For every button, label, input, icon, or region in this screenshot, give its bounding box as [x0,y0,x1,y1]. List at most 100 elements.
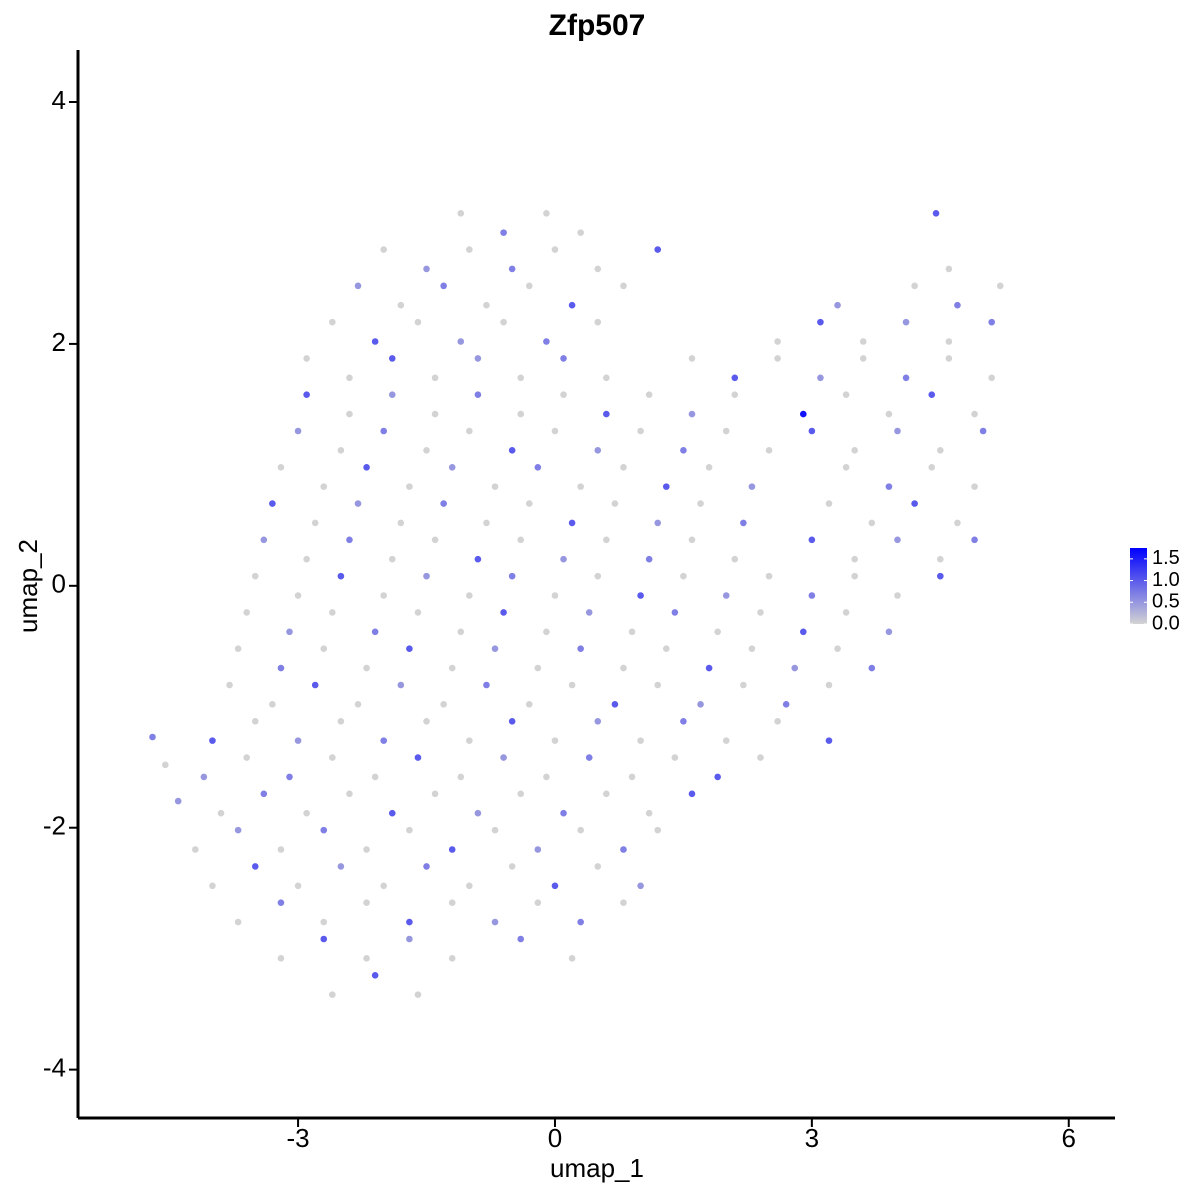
cell-point [440,500,447,507]
cell-point [603,374,610,382]
cell-point [466,882,473,890]
cell-point [363,846,370,853]
cell-point [303,809,310,817]
cell-point [329,754,336,761]
cell-point [757,754,764,761]
cell-point [722,737,730,744]
cell-point [996,282,1004,290]
cell-point [517,374,525,382]
cell-point [662,483,670,490]
cell-point [457,338,465,345]
cell-point [269,500,276,507]
cell-point [868,664,876,672]
cell-point [269,701,276,708]
cell-point [568,301,576,309]
cell-point [423,447,430,454]
cell-point [680,572,687,580]
cell-point [483,519,490,527]
cell-point [380,427,388,435]
x-tick-label: 6 [1062,1123,1076,1153]
cell-point [568,519,576,527]
cell-point [594,447,602,454]
cell-point [303,391,310,399]
cell-point [937,555,944,563]
cell-point [294,737,302,744]
cell-point [474,391,482,399]
cell-point [971,410,978,418]
cell-point [680,447,687,454]
cell-point [448,463,456,471]
cell-point [834,645,841,653]
cell-point [320,918,328,926]
cell-point [731,374,739,382]
cell-point [620,664,627,672]
cell-point [688,410,696,418]
cell-point [825,737,833,744]
cell-point [654,246,662,253]
colorbar-label: 0.0 [1152,612,1180,634]
cell-point [337,717,345,725]
cell-point [508,265,516,273]
cell-point [457,628,465,636]
cell-point [928,463,936,471]
cell-point [311,681,319,689]
cell-point [637,427,644,435]
cell-point [731,391,739,399]
cell-point [337,572,345,580]
cell-point [474,555,482,563]
cell-point [620,463,627,471]
cell-point [594,717,602,725]
cell-point [697,701,704,708]
cell-point [654,519,662,527]
cell-point [277,955,285,962]
cell-point [491,483,499,490]
cell-point [517,410,525,418]
cell-point [817,318,824,326]
cell-point [397,519,405,527]
cell-point [534,463,542,471]
cell-point [277,664,285,672]
cell-point [466,737,473,744]
cell-point [457,773,465,781]
cell-point [817,374,824,382]
cell-point [380,592,388,599]
cell-point [517,935,525,943]
colorbar-label: 0.5 [1152,591,1180,613]
cell-point [945,265,953,273]
cell-point [423,863,430,870]
cell-point [808,536,816,544]
cell-point [628,628,636,636]
cell-point [577,229,584,236]
cell-point [988,318,995,326]
cell-point [423,265,430,273]
cell-point [491,826,499,834]
colorbar-label: 1.5 [1152,547,1180,569]
cell-point [380,246,388,253]
y-axis-label: umap_2 [13,539,43,633]
colorbar-label: 1.0 [1152,569,1180,591]
cell-point [525,282,533,290]
cell-point [251,717,259,725]
cell-point [851,555,858,563]
cell-point [277,463,285,471]
cell-point [894,592,901,599]
x-tick-label: 0 [548,1123,562,1153]
cell-point [543,209,550,217]
x-tick-label: 3 [805,1123,819,1153]
cell-point [448,955,456,962]
cell-point [448,899,456,907]
cell-point [517,790,525,798]
cell-point [406,935,413,943]
cell-point [508,717,516,725]
cell-point [800,410,807,418]
cell-point [628,773,636,781]
cell-point [397,301,405,309]
cell-point [483,301,490,309]
cell-point [371,773,379,781]
cell-point [517,536,525,544]
cell-point [851,572,858,580]
cell-point [209,737,216,744]
cell-point [885,410,893,418]
y-tick-label: -4 [43,1052,66,1082]
